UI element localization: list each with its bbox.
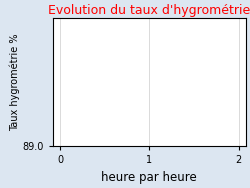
X-axis label: heure par heure: heure par heure: [102, 171, 197, 184]
Y-axis label: Taux hygrométrie %: Taux hygrométrie %: [9, 33, 20, 131]
Title: Evolution du taux d'hygrométrie: Evolution du taux d'hygrométrie: [48, 4, 250, 17]
